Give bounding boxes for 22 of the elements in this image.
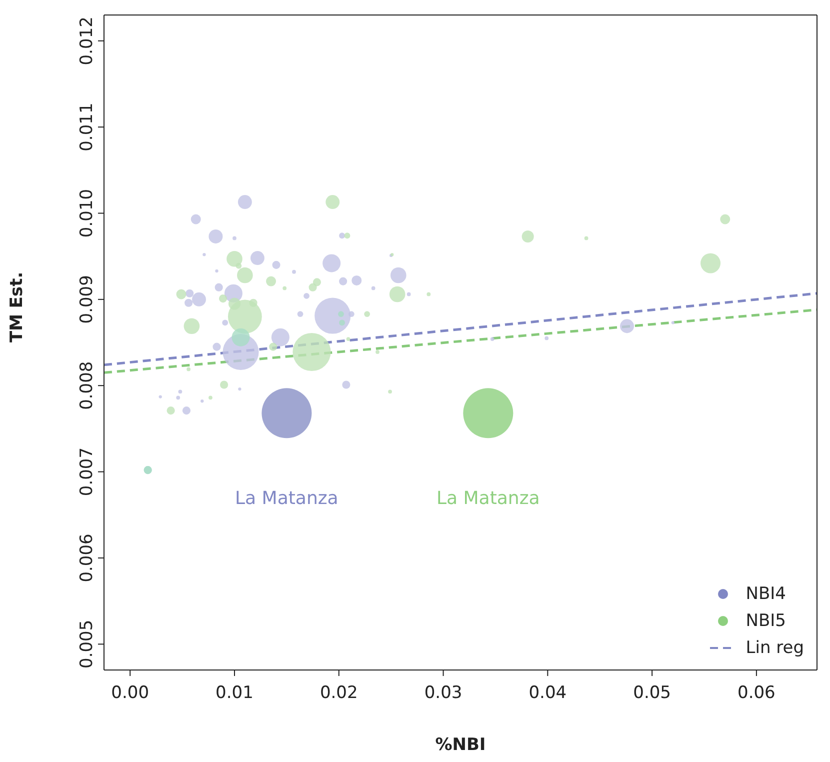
x-axis-title: %NBI: [435, 735, 486, 755]
y-tick-label: 0.009: [77, 275, 97, 324]
y-axis-title: TM Est.: [7, 272, 28, 342]
y-tick-label: 0.008: [77, 361, 97, 410]
x-tick-label: 0.01: [216, 683, 254, 704]
x-tick-label: 0.05: [633, 683, 671, 704]
annotation: La Matanza: [436, 488, 540, 509]
x-tick-label: 0.06: [738, 683, 776, 704]
x-tick-label: 0.04: [528, 683, 567, 704]
y-tick-label: 0.011: [77, 102, 97, 152]
y-tick-label: 0.007: [77, 447, 97, 496]
x-tick-label: 0.03: [424, 683, 462, 704]
legend-label: Lin reg: [746, 638, 804, 658]
annotation: La Matanza: [235, 488, 338, 509]
y-tick-label: 0.012: [77, 16, 97, 66]
y-tick-label: 0.005: [77, 620, 97, 668]
x-tick-label: 0.02: [320, 683, 358, 704]
y-tick-label: 0.006: [77, 534, 97, 582]
y-tick-label: 0.010: [77, 188, 97, 238]
legend-label: NBI4: [746, 584, 786, 604]
legend-label: NBI5: [746, 610, 786, 630]
x-tick-label: 0.00: [111, 683, 150, 704]
